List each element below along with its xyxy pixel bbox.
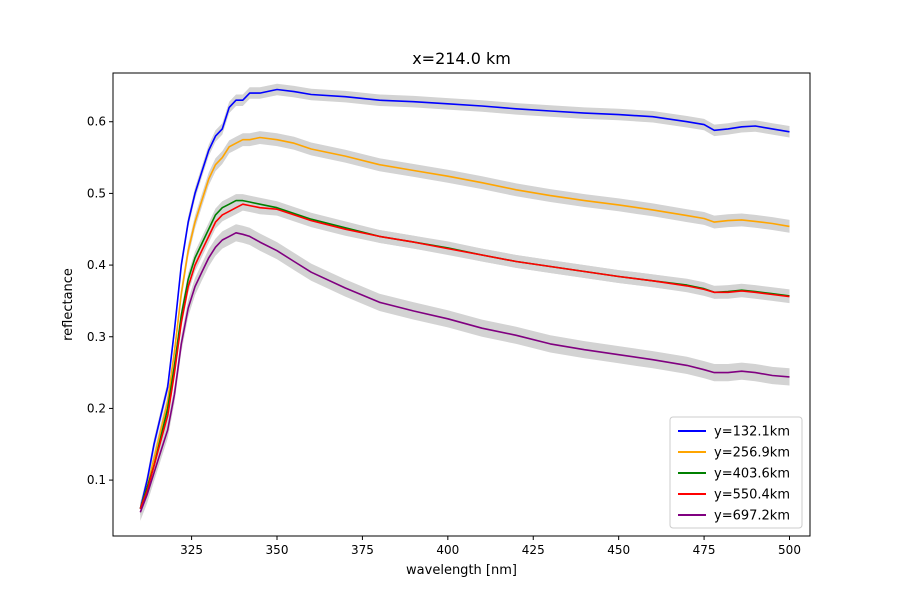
x-tick-label: 425 — [522, 543, 545, 557]
y-axis-label: reflectance — [61, 268, 76, 341]
legend-label-5: y=697.2km — [714, 509, 790, 524]
y-tick-label: 0.3 — [87, 330, 106, 344]
x-tick-label: 350 — [266, 543, 289, 557]
legend-box — [669, 416, 803, 529]
x-tick-label: 475 — [693, 543, 716, 557]
series-line-2 — [139, 136, 790, 510]
series-line-4 — [139, 203, 790, 510]
x-tick-label: 325 — [180, 543, 203, 557]
y-tick-label: 0.2 — [87, 401, 106, 415]
legend-label-1: y=132.1km — [714, 425, 790, 440]
x-tick-label: 400 — [436, 543, 459, 557]
legend: y=132.1km y=256.9km y=403.6km y=550.4km y=69… — [669, 416, 803, 529]
uncertainty-band-1 — [140, 83, 790, 515]
x-axis-label: wavelength [nm] — [406, 563, 517, 578]
y-tick-label: 0.4 — [87, 258, 106, 272]
legend-label-4: y=550.4km — [714, 488, 790, 503]
x-tick-label: 450 — [607, 543, 630, 557]
y-tick-label: 0.5 — [87, 186, 106, 200]
chart-title: x=214.0 km — [412, 49, 511, 68]
series-line-5 — [139, 232, 790, 513]
x-tick-label: 500 — [778, 543, 801, 557]
plot-frame — [112, 72, 811, 537]
y-tick-label: 0.1 — [87, 473, 106, 487]
series-lines — [139, 88, 790, 513]
legend-label-2: y=256.9km — [714, 446, 790, 461]
x-tick-label: 375 — [351, 543, 374, 557]
y-tick-label: 0.6 — [87, 115, 106, 129]
y-axis: 0.1 0.2 0.3 0.4 0.5 0.6 — [87, 115, 113, 487]
series-line-1 — [139, 88, 790, 509]
legend-label-3: y=403.6km — [714, 467, 790, 482]
x-axis: 325 350 375 400 425 450 475 500 — [180, 536, 801, 557]
